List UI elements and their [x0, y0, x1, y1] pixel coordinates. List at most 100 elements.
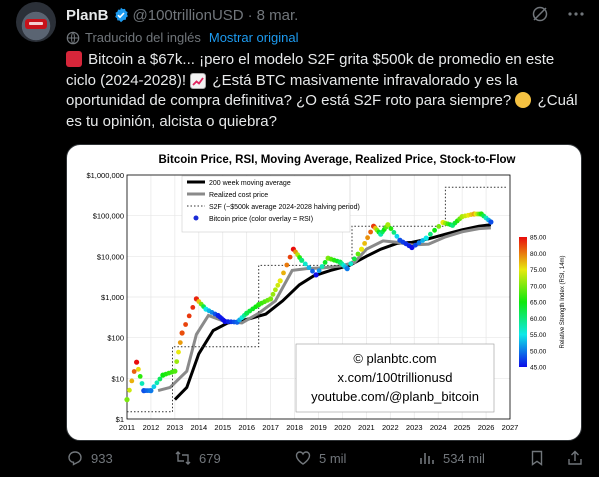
views-icon — [420, 453, 434, 464]
price-point — [151, 384, 157, 390]
ma200-line — [173, 223, 492, 401]
author-avatar[interactable] — [16, 2, 56, 42]
legend-swatch-price — [193, 215, 199, 221]
avatar-mask-icon — [25, 19, 47, 29]
chart-watermark: © planbtc.com x.com/100trillionusd youtube… — [295, 343, 495, 413]
y-tick-label: $1,000 — [101, 293, 124, 302]
show-original-link[interactable]: Mostrar original — [208, 30, 299, 45]
legend-entry: S2F (~$500k average 2024-2028 halving pe… — [209, 204, 360, 211]
price-point — [391, 230, 397, 235]
x-tick-label: 2011 — [119, 423, 135, 432]
siren-emoji-icon — [66, 51, 82, 67]
tweet-header: PlanB @100trillionUSD · 8 mar. — [66, 5, 298, 25]
post-date[interactable]: 8 mar. — [256, 6, 299, 24]
price-point — [394, 233, 400, 239]
price-point — [134, 359, 140, 365]
reply-count: 933 — [91, 450, 113, 466]
tweet-text-part1: Bitcoin a $67k... ¡pero el modelo S2F gr… — [66, 51, 555, 89]
share-button[interactable] — [566, 449, 584, 467]
repost-button[interactable]: 679 — [174, 449, 221, 467]
x-tick-label: 2019 — [310, 423, 327, 432]
price-point — [420, 238, 425, 243]
bookmark-button[interactable] — [528, 449, 546, 467]
colorbar-tick: 75.00 — [530, 267, 547, 274]
price-point — [436, 224, 442, 229]
y-tick-label: $10,000 — [97, 252, 124, 261]
globe-icon — [66, 31, 80, 44]
y-tick-label: $100,000 — [93, 212, 124, 221]
x-tick-label: 2022 — [382, 423, 399, 432]
y-tick-label: $1,000,000 — [86, 171, 124, 180]
x-tick-label: 2027 — [502, 423, 519, 432]
verified-badge-icon — [114, 7, 128, 23]
watermark-line: x.com/100trillionusd — [338, 370, 453, 385]
grok-icon[interactable] — [531, 5, 549, 26]
x-tick-label: 2021 — [358, 423, 375, 432]
x-tick-label: 2023 — [406, 423, 423, 432]
colorbar-tick: 80.00 — [530, 251, 547, 258]
price-point — [154, 380, 160, 386]
legend-box — [181, 175, 351, 233]
colorbar-scale — [519, 237, 527, 367]
price-point — [409, 244, 415, 251]
x-tick-label: 2014 — [190, 423, 207, 432]
price-point — [352, 256, 357, 262]
price-point — [277, 278, 283, 284]
colorbar-tick: 65.00 — [530, 300, 547, 307]
price-point — [348, 261, 354, 267]
price-point — [388, 226, 394, 231]
price-point — [432, 227, 437, 233]
chart-increasing-emoji-icon — [190, 72, 207, 89]
price-point — [177, 340, 183, 345]
price-point — [355, 251, 361, 257]
y-tick-label: $10 — [111, 374, 124, 383]
price-point — [137, 374, 143, 379]
colorbar-tick: 85.00 — [530, 235, 547, 242]
translation-label: Traducido del inglés — [85, 30, 201, 45]
price-point — [273, 287, 278, 293]
y-tick-label: $1 — [116, 415, 124, 424]
price-point — [423, 235, 429, 241]
chart-image[interactable]: Bitcoin Price, RSI, Moving Average, Real… — [66, 144, 582, 441]
tweet-text-part3: ¿Cuál es tu opinión, alcista o quiebra? — [66, 92, 578, 130]
price-point — [268, 296, 274, 302]
price-point — [322, 260, 328, 265]
views-button[interactable]: 534 mil — [418, 449, 485, 467]
view-count: 534 mil — [443, 450, 485, 466]
legend-entry: Bitcoin price (color overlay = RSI) — [209, 216, 313, 223]
s2f-line — [127, 186, 508, 413]
price-point — [299, 257, 305, 263]
watermark-line: © planbtc.com — [353, 351, 436, 366]
legend-entry: Realized cost price — [209, 192, 268, 199]
colorbar-tick: 50.00 — [530, 348, 547, 355]
price-point — [359, 246, 365, 252]
tweet-text: Bitcoin a $67k... ¡pero el modelo S2F gr… — [66, 50, 586, 132]
price-point — [316, 268, 322, 274]
price-point — [124, 397, 130, 403]
like-count: 5 mil — [319, 450, 347, 466]
price-point — [362, 241, 367, 246]
like-button[interactable]: 5 mil — [294, 449, 346, 467]
price-point — [139, 381, 145, 386]
price-point — [287, 254, 293, 260]
x-tick-label: 2012 — [143, 423, 160, 432]
more-options-icon[interactable] — [567, 5, 585, 26]
price-point — [428, 231, 433, 237]
price-point — [284, 262, 290, 268]
colorbar-tick: 60.00 — [530, 316, 547, 323]
author-handle[interactable]: @100trillionUSD — [132, 6, 244, 24]
reply-icon — [68, 451, 82, 466]
price-point — [186, 313, 192, 319]
repost-icon — [175, 451, 191, 465]
price-point — [174, 359, 180, 364]
y-tick-label: $100 — [107, 334, 124, 343]
plot-frame — [126, 174, 511, 420]
share-icon — [568, 450, 582, 465]
author-name[interactable]: PlanB — [66, 6, 109, 24]
reply-button[interactable]: 933 — [66, 449, 113, 467]
watermark-box — [295, 343, 495, 413]
colorbar-tick: 45.00 — [530, 365, 547, 372]
price-point — [488, 219, 494, 225]
price-point — [183, 322, 188, 327]
legend-entry: 200 week moving average — [209, 180, 291, 187]
